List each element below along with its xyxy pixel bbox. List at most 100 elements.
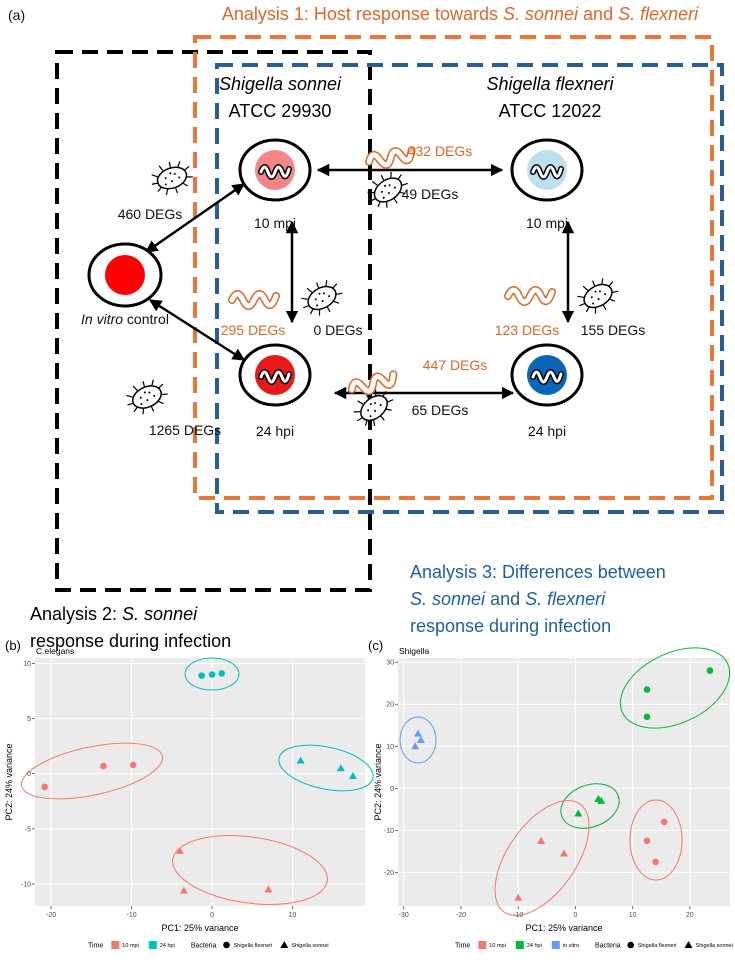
y-tick-label: -10 [384, 828, 394, 835]
point [514, 893, 523, 901]
bacterium-icon [295, 273, 349, 324]
x-tick-label: 10 [629, 912, 637, 919]
legend-title: Time [455, 943, 470, 950]
edge-label: 155 DEGs [581, 322, 646, 338]
legend-swatch [551, 941, 560, 949]
edge-label: 460 DEGs [118, 206, 183, 222]
point [574, 809, 583, 817]
legend-swatch [111, 941, 120, 949]
legend-label: Shigella sonnei [291, 943, 328, 949]
legend-label: 10 mpi [489, 943, 506, 949]
analysis3-title: S. sonnei and S. flexneri [410, 589, 606, 609]
point [537, 836, 546, 844]
edge-label: 65 DEGs [412, 402, 469, 418]
point [100, 762, 107, 770]
analysis1-title: Analysis 1: Host response towards S. son… [222, 4, 699, 24]
point [175, 846, 184, 854]
legend-swatch [148, 941, 157, 949]
edge-label: 447 DEGs [423, 357, 488, 373]
point [706, 667, 714, 674]
node [238, 343, 312, 407]
node-label: 10 mpi [254, 215, 296, 231]
analysis2-box [55, 50, 372, 592]
x-tick-label: 0 [573, 912, 577, 919]
edge-label: 123 DEGs [495, 322, 560, 338]
x-tick-label: -10 [127, 912, 137, 919]
analysis2-title: response during infection [30, 631, 231, 651]
x-tick-label: -10 [513, 912, 523, 919]
edge-label: 49 DEGs [402, 186, 459, 202]
x-axis-label: PC1: 25% variance [161, 923, 238, 933]
legend-label: in vitro [563, 943, 579, 949]
y-tick-label: 20 [386, 702, 394, 709]
point [218, 670, 226, 677]
analysis3-title: Analysis 3: Differences between [410, 562, 666, 582]
legend-marker [223, 941, 230, 949]
legend-swatch [515, 941, 524, 949]
bacterium-icon [571, 271, 625, 322]
worm-icon [508, 290, 552, 302]
plot-background [398, 658, 730, 906]
node-label: 10 mpi [526, 215, 568, 231]
worm-icon [232, 294, 276, 306]
confidence-ellipses [20, 647, 731, 916]
legend-label: Shigella sonnei [696, 943, 733, 949]
legend-marker [280, 941, 289, 948]
node [510, 343, 584, 407]
legend-label: 10 mpi [122, 943, 139, 949]
panel-label: (a) [8, 7, 25, 23]
x-tick-label: -20 [456, 912, 466, 919]
panel-label: (b) [5, 638, 21, 653]
point [414, 729, 423, 737]
strain-name: Shigella sonnei [219, 74, 342, 94]
point [129, 761, 137, 769]
plot-background [35, 658, 365, 906]
analysis3-title: response during infection [410, 616, 611, 636]
y-tick-label: -20 [384, 870, 394, 877]
x-tick-label: -20 [46, 912, 56, 919]
x-tick-label: 10 [289, 912, 297, 919]
worm-icon [368, 148, 413, 167]
x-tick-label: 0 [210, 912, 214, 919]
point [198, 672, 205, 679]
point [348, 771, 357, 779]
y-axis-label: PC2: 24% variance [4, 743, 14, 820]
legend-title: Bacteria [595, 943, 621, 950]
analysis3-box [215, 63, 724, 514]
legend-swatch [478, 941, 487, 949]
node [510, 138, 584, 202]
strain-name: Shigella flexneri [486, 74, 614, 94]
y-tick-label: 10 [386, 744, 394, 751]
point [411, 742, 420, 750]
y-axis-label: PC2: 24% variance [373, 743, 383, 820]
x-tick-label: 20 [686, 912, 694, 919]
analysis1-box [193, 35, 714, 500]
chart-title: Shigella [399, 646, 430, 656]
point [660, 818, 668, 826]
strain-id: ATCC 12022 [499, 101, 602, 121]
node [238, 138, 312, 202]
chart-title: C.elegans [36, 646, 74, 656]
arrows [144, 163, 575, 400]
y-tick-label: 10 [23, 661, 31, 668]
legend-label: Shigella flexneri [234, 943, 273, 949]
bacterium-icon [120, 373, 173, 422]
legend-label: Shigella flexneri [638, 943, 677, 949]
point [652, 858, 659, 866]
edge-label: 0 DEGs [313, 322, 362, 338]
y-tick-label: 30 [386, 660, 394, 667]
legend-title: Time [88, 943, 103, 950]
x-axis-label: PC1: 25% variance [525, 923, 602, 933]
point [597, 796, 606, 804]
legend-label: 24 hpi [160, 943, 175, 949]
point [264, 885, 273, 893]
y-tick-label: -10 [21, 881, 31, 888]
legend-marker [627, 941, 635, 949]
edge-label: 295 DEGs [221, 322, 286, 338]
point [560, 849, 568, 857]
y-tick-label: 0 [390, 786, 394, 793]
legend-title: Bacteria [191, 943, 217, 950]
point [643, 713, 651, 721]
edge-label: 432 DEGs [408, 143, 473, 159]
